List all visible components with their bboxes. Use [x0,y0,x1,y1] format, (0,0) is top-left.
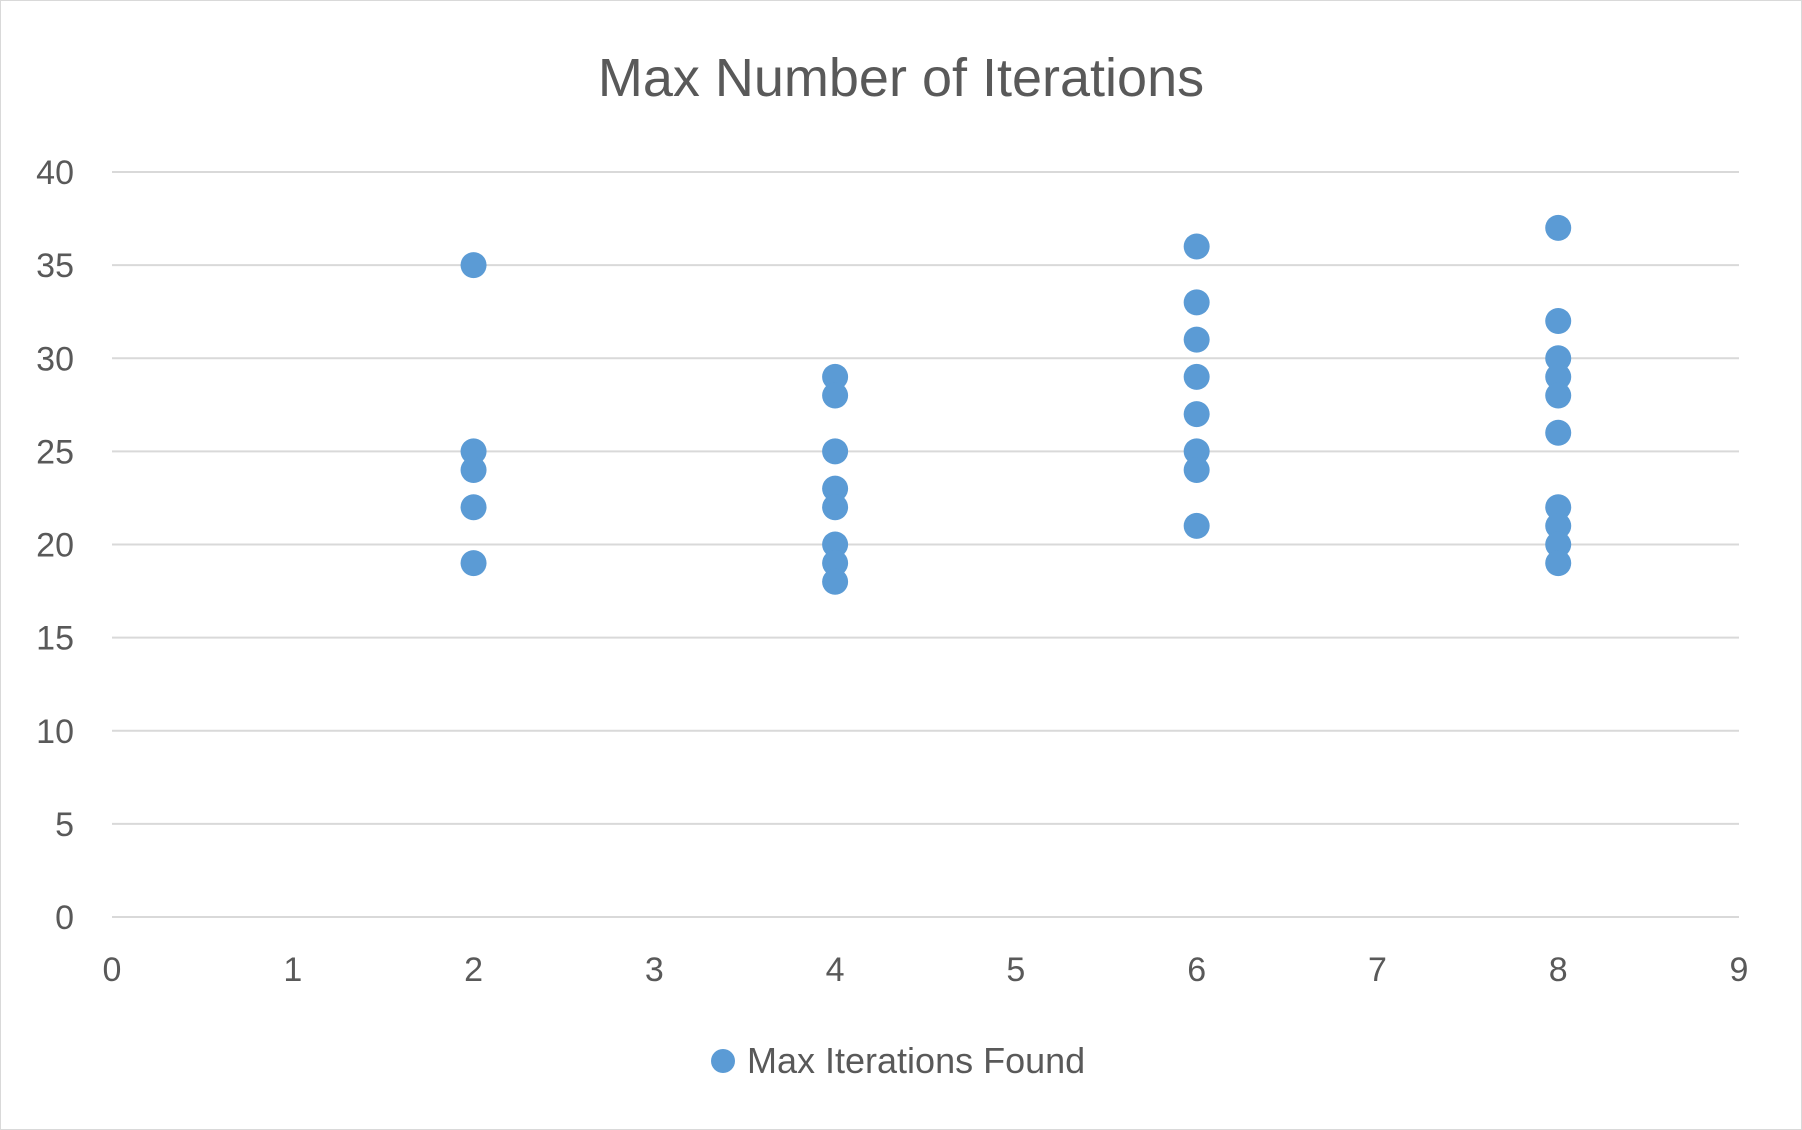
data-point [1545,531,1572,558]
y-tick-label: 35 [36,247,74,285]
data-point [1545,419,1572,446]
legend: Max Iterations Found [711,1040,1085,1081]
data-point [460,550,487,577]
data-point [460,457,487,483]
data-point [1183,438,1210,465]
x-tick-label: 0 [103,951,122,989]
x-tick-label: 7 [1368,951,1387,989]
data-points [460,214,1572,595]
y-tick-label: 30 [36,340,74,378]
legend-label: Max Iterations Found [747,1040,1085,1081]
data-point [1545,382,1572,409]
y-tick-label: 10 [36,713,74,751]
data-point [822,363,849,390]
data-point [1183,326,1210,353]
x-tick-label: 3 [645,951,664,989]
chart-title: Max Number of Iterations [598,48,1204,108]
x-tick-label: 9 [1730,951,1749,989]
data-point [460,252,487,279]
y-tick-label: 25 [36,433,74,471]
data-point [460,494,487,521]
data-point [1545,308,1572,334]
y-tick-label: 20 [36,527,74,565]
data-point [822,475,849,502]
data-point [1183,512,1210,539]
data-point [1545,512,1572,539]
y-axis-ticks: 0 5 10 15 20 25 30 35 40 [36,154,74,937]
data-point [1183,401,1210,428]
data-point [822,438,849,465]
data-point [1545,214,1572,241]
data-point [1545,550,1572,577]
data-point [822,382,849,409]
data-point [460,438,487,465]
x-tick-label: 1 [283,951,302,989]
data-point [822,568,849,595]
data-point [1545,345,1572,372]
data-point [822,531,849,558]
data-point [1183,233,1210,260]
data-point [1183,363,1210,390]
data-point [1545,363,1572,390]
x-tick-label: 5 [1006,951,1025,989]
data-point [1183,457,1210,483]
y-tick-label: 5 [55,806,74,844]
x-tick-label: 8 [1549,951,1568,989]
y-tick-label: 15 [36,620,74,658]
y-tick-label: 40 [36,154,74,192]
x-tick-label: 2 [464,951,483,989]
x-axis-ticks: 0 1 2 3 4 5 6 7 8 9 [103,951,1749,989]
x-tick-label: 4 [826,951,845,989]
data-point [822,550,849,577]
data-point [1183,289,1210,316]
data-point [822,494,849,521]
x-tick-label: 6 [1187,951,1206,989]
legend-marker [711,1049,735,1073]
gridlines [112,171,1739,918]
data-point [1545,494,1572,521]
y-tick-label: 0 [55,899,74,937]
